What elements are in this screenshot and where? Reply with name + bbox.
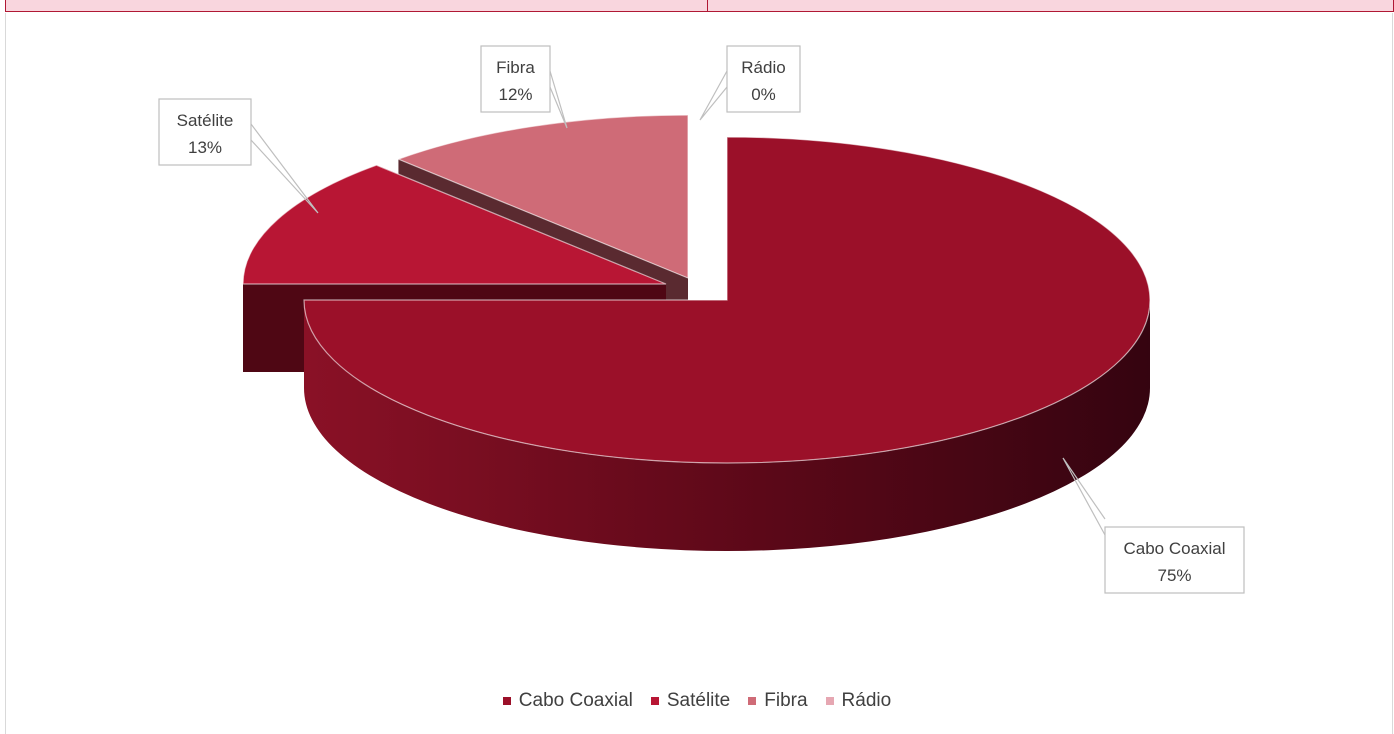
slice-cabo-coaxial: [303, 136, 1151, 551]
legend-label: Satélite: [666, 690, 731, 711]
chart-frame: [5, 13, 1393, 734]
slice-top: [396, 114, 689, 279]
legend-label: Rádio: [841, 690, 892, 711]
legend-swatch: [748, 697, 757, 705]
data-label-fibra: Fibra 12%: [480, 45, 568, 129]
pie-layer: [242, 114, 1151, 551]
legend-swatch: [502, 697, 511, 705]
top-table-band: [0, 0, 1394, 13]
data-label-radio: Rádio 0%: [699, 45, 801, 121]
legend-label: Cabo Coaxial: [518, 690, 633, 711]
slice-top: [242, 164, 667, 285]
label-box: [158, 98, 252, 166]
legend-label: Fibra: [764, 690, 808, 711]
leader-line: [250, 123, 319, 214]
label-box: [1104, 526, 1245, 594]
label-category: Rádio: [741, 58, 785, 77]
legend-swatch: [650, 697, 659, 705]
legend-item-radio: Rádio: [825, 690, 892, 712]
leader-line: [699, 70, 728, 121]
label-percent: 0%: [751, 85, 776, 104]
slice-rim: [304, 300, 1150, 551]
leader-line: [1062, 457, 1106, 536]
label-percent: 12%: [498, 85, 532, 104]
slice-top: [303, 136, 1151, 464]
label-box: [480, 45, 551, 113]
data-label-satelite: Satélite 13%: [158, 98, 319, 214]
label-box: [726, 45, 801, 113]
legend-swatch: [825, 697, 834, 705]
label-percent: 75%: [1157, 566, 1191, 585]
legend-item-satelite: Satélite: [650, 690, 731, 712]
legend-item-cabo-coaxial: Cabo Coaxial: [502, 690, 633, 712]
label-category: Fibra: [496, 58, 535, 77]
label-category: Cabo Coaxial: [1123, 539, 1225, 558]
label-layer: Cabo Coaxial 75% Satélite 13% Fibra 12% Rádio 0…: [158, 45, 1245, 594]
label-percent: 13%: [188, 138, 222, 157]
leader-line: [549, 70, 568, 129]
legend: Cabo Coaxial Satélite Fibra Rádio: [0, 690, 1394, 712]
label-category: Satélite: [177, 111, 234, 130]
legend-item-fibra: Fibra: [748, 690, 808, 712]
data-label-cabo-coaxial: Cabo Coaxial 75%: [1062, 457, 1245, 594]
